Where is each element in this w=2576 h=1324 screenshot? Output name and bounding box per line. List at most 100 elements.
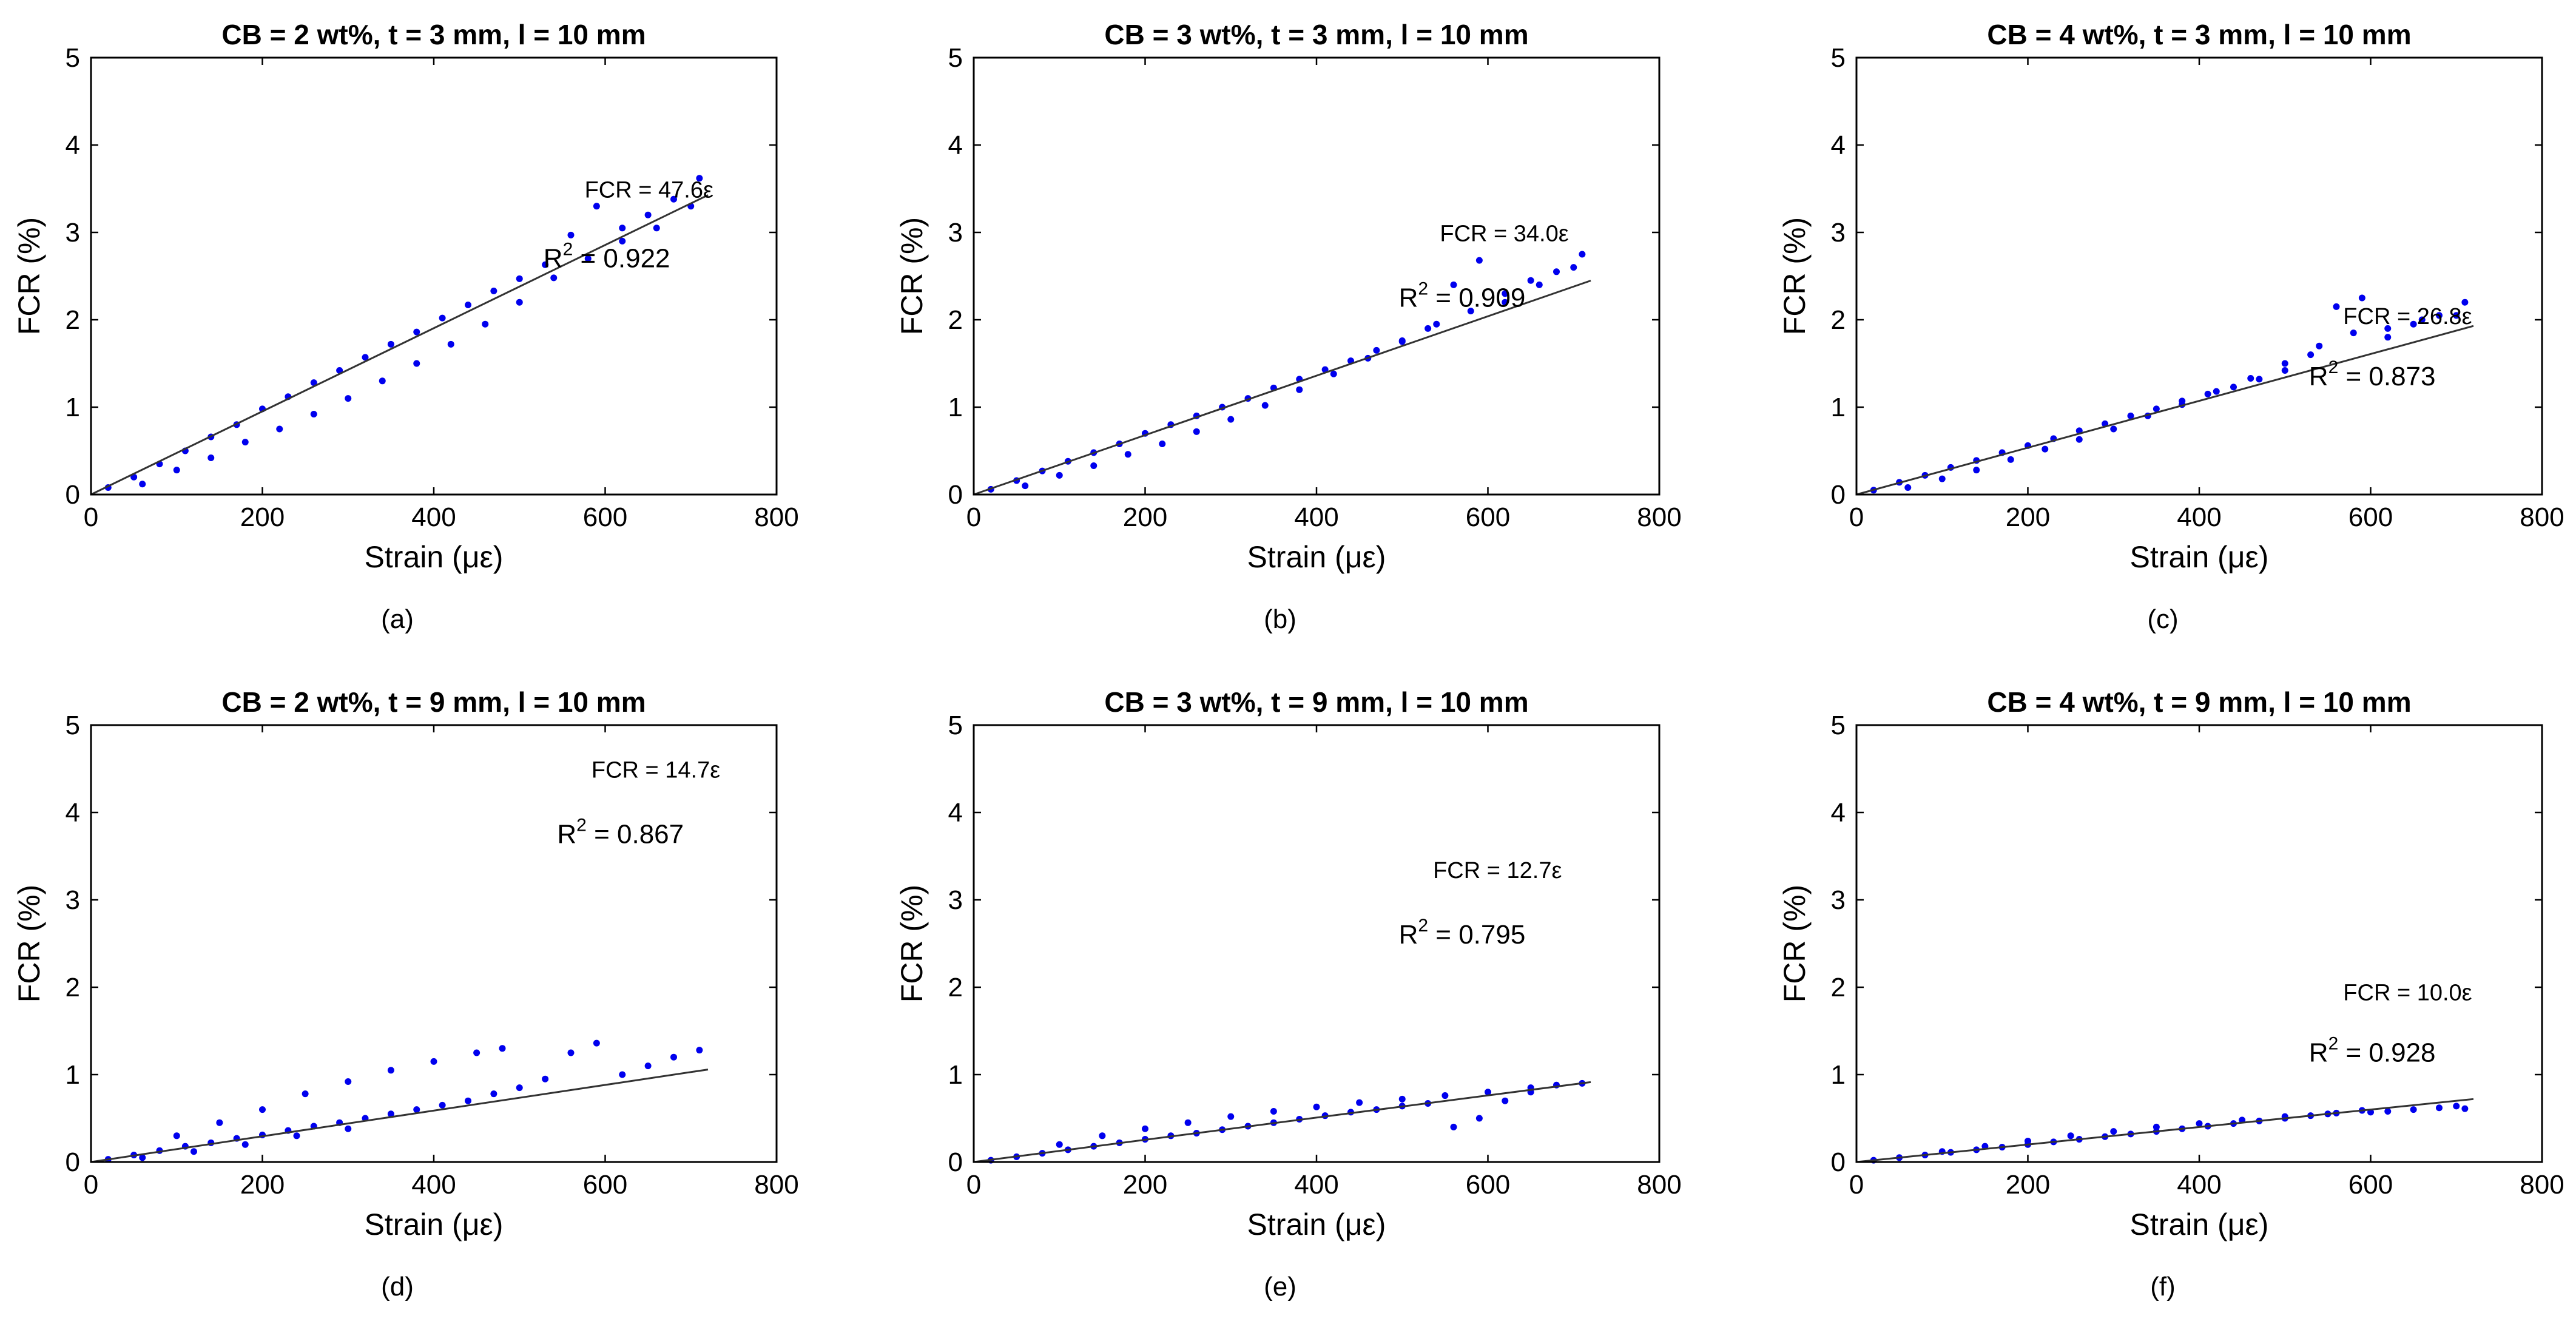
y-tick-label: 0	[948, 480, 963, 510]
data-point	[516, 275, 523, 282]
data-point	[2067, 1132, 2074, 1140]
data-point	[644, 1062, 652, 1070]
chart-title: CB = 3 wt%, t = 9 mm, l = 10 mm	[1104, 686, 1528, 718]
data-point	[584, 255, 592, 262]
data-point	[516, 1084, 523, 1092]
data-point	[1433, 320, 1440, 328]
fit-line	[90, 1069, 709, 1163]
r-squared: R2 = 0.873	[2309, 357, 2436, 391]
x-tick-label: 200	[2006, 502, 2050, 532]
data-point	[139, 481, 146, 488]
data-point	[653, 225, 660, 232]
data-point	[1296, 386, 1303, 393]
data-point	[1553, 268, 1560, 275]
data-point	[2281, 360, 2288, 367]
data-point	[1330, 370, 1337, 377]
fit-line	[90, 194, 709, 496]
y-tick-label: 4	[1831, 130, 1846, 160]
data-point	[2461, 1105, 2469, 1112]
data-point	[490, 1090, 497, 1098]
data-point	[241, 439, 249, 446]
data-point	[670, 195, 677, 203]
data-point	[1502, 1097, 1509, 1104]
y-tick-label: 1	[948, 1060, 963, 1090]
data-point	[2042, 445, 2049, 453]
data-point	[1142, 1125, 1148, 1132]
y-tick-label: 3	[948, 885, 963, 915]
x-tick-label: 0	[1849, 502, 1864, 532]
plot-area	[974, 58, 1659, 495]
x-tick-label: 600	[1466, 1170, 1510, 1200]
data-point	[1373, 346, 1380, 354]
data-point	[696, 175, 703, 182]
data-point	[413, 1106, 420, 1113]
y-tick-label: 2	[66, 305, 80, 335]
x-tick-label: 0	[966, 1170, 981, 1200]
axes-frame	[973, 56, 1661, 496]
fit-line	[1856, 1098, 2474, 1163]
data-point	[1527, 277, 1534, 284]
data-point	[2410, 320, 2417, 328]
data-point	[619, 225, 626, 232]
data-point	[482, 320, 489, 328]
data-point	[191, 1148, 197, 1155]
data-point	[293, 1132, 300, 1140]
data-point	[1502, 299, 1509, 306]
x-axis-label: Strain (με)	[1247, 540, 1386, 574]
y-tick-label: 2	[948, 305, 963, 335]
data-point	[499, 1045, 506, 1052]
data-point	[2436, 1104, 2443, 1112]
x-tick-label: 400	[1294, 502, 1338, 532]
data-point	[2453, 1103, 2460, 1110]
y-tick-label: 3	[948, 218, 963, 248]
data-point	[173, 467, 180, 474]
chart-title: CB = 4 wt%, t = 9 mm, l = 10 mm	[1987, 686, 2411, 718]
x-tick-label: 400	[2177, 1170, 2221, 1200]
x-tick-label: 600	[2348, 1170, 2393, 1200]
data-point	[430, 1058, 437, 1065]
data-point	[2461, 299, 2469, 306]
data-point	[1398, 1095, 1406, 1103]
y-axis-label: FCR (%)	[12, 885, 46, 1002]
data-point	[276, 425, 283, 433]
y-tick-label: 5	[948, 43, 963, 73]
y-tick-label: 0	[948, 1147, 963, 1177]
data-point	[1193, 428, 1200, 435]
y-tick-label: 3	[66, 885, 80, 915]
data-point	[1450, 281, 1457, 288]
x-tick-label: 400	[2177, 502, 2221, 532]
y-tick-label: 1	[948, 393, 963, 422]
data-point	[379, 377, 386, 385]
axes-frame	[90, 724, 778, 1163]
y-axis-label: FCR (%)	[1778, 217, 1812, 335]
data-point	[2384, 325, 2392, 332]
data-point	[1090, 462, 1097, 469]
chart-panel-e: CB = 3 wt%, t = 9 mm, l = 10 mm 0 200 400 60…	[895, 686, 1682, 1302]
r-squared: R2 = 0.922	[544, 240, 670, 274]
chart-panel-f: CB = 4 wt%, t = 9 mm, l = 10 mm 0 200 400 60…	[1778, 686, 2564, 1302]
data-point	[1313, 1103, 1320, 1110]
data-point	[173, 1132, 180, 1140]
data-point	[2333, 303, 2340, 310]
data-point	[413, 328, 420, 336]
data-point	[2350, 329, 2357, 337]
data-point	[619, 1071, 626, 1078]
data-point	[1022, 482, 1029, 490]
data-point	[542, 261, 549, 268]
data-point	[593, 1039, 600, 1047]
x-tick-label: 200	[1123, 502, 1167, 532]
data-point	[1159, 440, 1166, 447]
data-point	[593, 203, 600, 210]
chart-title: CB = 3 wt%, t = 3 mm, l = 10 mm	[1104, 19, 1528, 50]
x-tick-label: 400	[1294, 1170, 1338, 1200]
data-point	[2007, 456, 2014, 463]
data-point	[2196, 1120, 2203, 1127]
chart-panel-b: CB = 3 wt%, t = 3 mm, l = 10 mm 0 200 400 60…	[895, 19, 1682, 634]
data-point	[2213, 388, 2220, 395]
data-point	[2384, 1107, 2392, 1115]
x-axis-label: Strain (με)	[1247, 1207, 1386, 1241]
fit-equation: FCR = 14.7ε	[592, 757, 720, 783]
fit-equation: FCR = 34.0ε	[1440, 221, 1568, 246]
plot-area	[91, 58, 777, 495]
data-point	[619, 237, 626, 245]
